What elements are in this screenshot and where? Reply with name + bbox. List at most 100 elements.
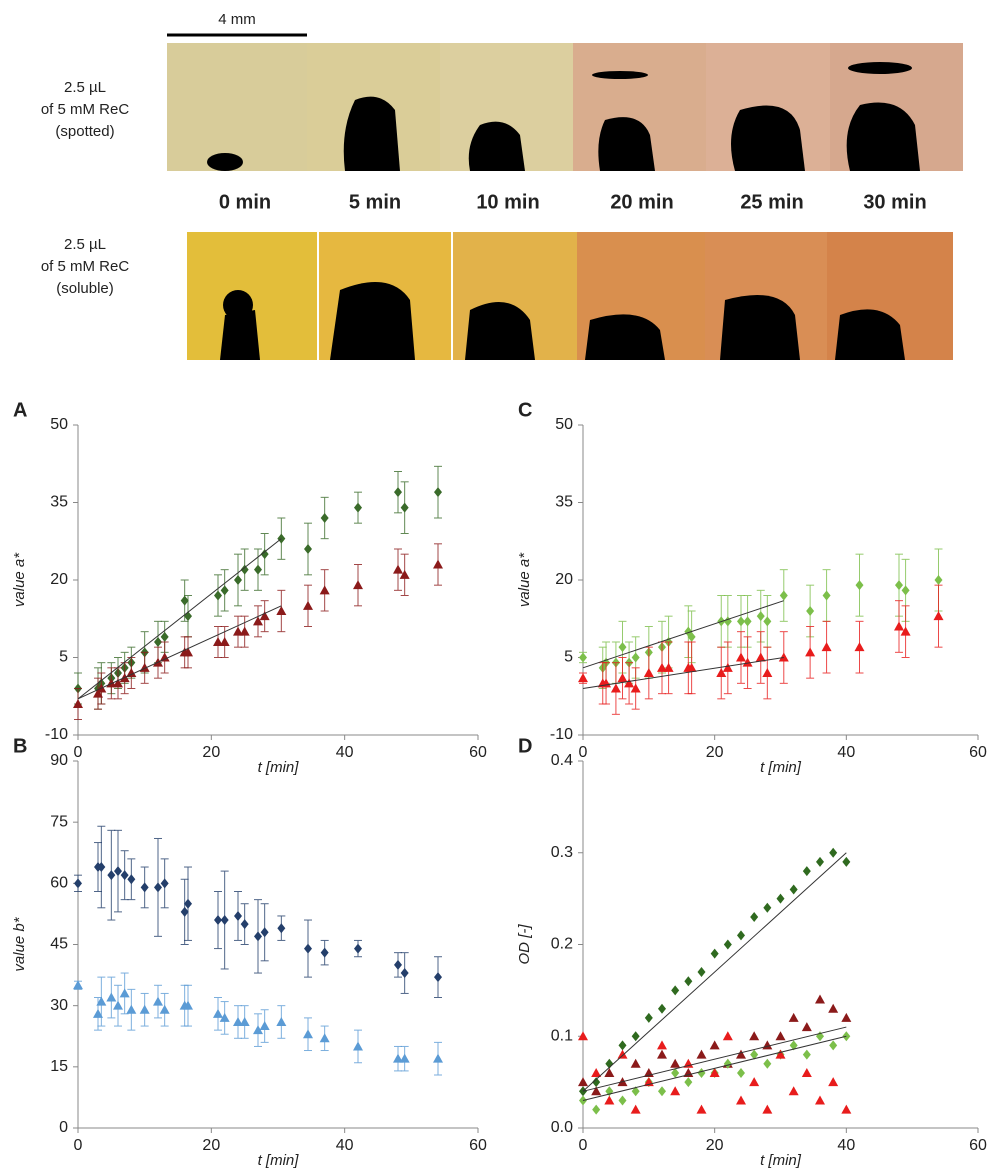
- trend-line: [582, 852, 847, 1092]
- point: [683, 1067, 694, 1077]
- chart: A -10 5 20 35 50 0 20 40 60 t [min] value a*: [11, 399, 487, 776]
- point: [114, 866, 122, 877]
- point: [160, 878, 169, 889]
- panel-label: D: [518, 735, 532, 757]
- point: [74, 878, 82, 889]
- point: [630, 683, 641, 693]
- y-axis-label: value b*: [11, 916, 28, 971]
- point: [154, 637, 162, 647]
- point: [802, 1049, 811, 1060]
- point: [802, 866, 811, 877]
- point: [756, 611, 765, 622]
- point: [303, 600, 313, 610]
- point: [749, 1077, 760, 1087]
- point: [631, 1031, 640, 1042]
- point: [778, 652, 789, 662]
- point: [276, 606, 287, 615]
- point: [934, 575, 943, 585]
- point: [763, 1058, 772, 1069]
- point: [253, 1025, 263, 1035]
- point: [750, 911, 759, 922]
- y-tick-label: 0.3: [551, 844, 573, 861]
- point: [400, 968, 409, 979]
- point: [630, 1058, 641, 1068]
- y-tick-label: 0.0: [551, 1119, 573, 1136]
- point: [303, 1029, 313, 1039]
- time-label: 0 min: [219, 191, 271, 213]
- point: [900, 626, 911, 636]
- point: [631, 1086, 640, 1097]
- trend-line: [582, 1026, 847, 1092]
- y-tick-label: 5: [59, 649, 68, 666]
- point: [219, 1012, 230, 1022]
- point: [433, 1053, 443, 1063]
- x-tick-label: 0: [579, 744, 588, 761]
- row-labels: 2.5 µL of 5 mM ReC (spotted) 2.5 µL of 5…: [41, 79, 130, 297]
- x-tick-label: 60: [969, 744, 987, 761]
- time-labels: 0 min 5 min 10 min 20 min 25 min 30 min: [219, 191, 927, 213]
- point: [789, 884, 798, 895]
- point: [126, 1004, 137, 1014]
- point: [393, 1053, 403, 1063]
- x-tick-label: 20: [202, 744, 220, 761]
- point: [354, 502, 362, 513]
- x-tick-label: 0: [74, 744, 83, 761]
- point: [319, 585, 330, 595]
- point: [709, 1040, 720, 1050]
- point: [663, 662, 674, 672]
- row-label: (spotted): [55, 123, 114, 140]
- point: [722, 662, 733, 672]
- point: [697, 1067, 706, 1078]
- point: [671, 985, 680, 996]
- point: [643, 668, 654, 677]
- photo-row-2: [187, 232, 953, 360]
- point: [276, 1016, 287, 1026]
- point: [399, 569, 410, 579]
- point: [901, 585, 910, 596]
- point: [239, 1016, 250, 1026]
- point: [789, 1040, 798, 1051]
- point: [749, 1031, 760, 1041]
- x-axis-label: t [min]: [258, 759, 300, 776]
- point: [737, 930, 745, 941]
- point: [854, 642, 865, 652]
- point: [183, 1000, 193, 1010]
- y-tick-label: 60: [50, 875, 68, 892]
- point: [631, 652, 640, 663]
- point: [220, 915, 229, 926]
- y-tick-label: 0.2: [551, 936, 573, 953]
- point: [775, 1049, 786, 1059]
- y-tick-label: -10: [45, 726, 68, 743]
- point: [670, 1058, 681, 1068]
- point: [113, 678, 123, 688]
- y-tick-label: 15: [50, 1058, 68, 1075]
- point: [591, 1067, 602, 1077]
- y-tick-label: 90: [50, 752, 68, 769]
- point: [119, 988, 130, 998]
- y-tick-label: 50: [555, 416, 573, 433]
- point: [933, 611, 944, 621]
- point: [93, 1008, 103, 1018]
- chart: C -10 5 20 35 50 0 20 40 60 t [min] value a*: [516, 399, 987, 776]
- time-label: 20 min: [610, 191, 673, 213]
- point: [670, 1086, 681, 1096]
- point: [394, 487, 402, 498]
- point: [776, 893, 785, 904]
- point: [806, 606, 815, 616]
- point: [393, 564, 403, 574]
- x-tick-label: 0: [74, 1137, 83, 1154]
- point: [762, 1104, 773, 1114]
- point: [240, 919, 249, 930]
- point: [822, 590, 831, 601]
- point: [126, 668, 137, 677]
- point: [127, 874, 136, 885]
- point: [113, 1000, 123, 1010]
- point: [254, 931, 262, 942]
- point: [320, 947, 329, 958]
- point: [696, 1104, 707, 1114]
- point: [618, 1040, 627, 1051]
- x-axis-label: t [min]: [258, 1152, 300, 1169]
- point: [120, 870, 129, 881]
- point: [433, 559, 443, 569]
- point: [696, 1049, 707, 1059]
